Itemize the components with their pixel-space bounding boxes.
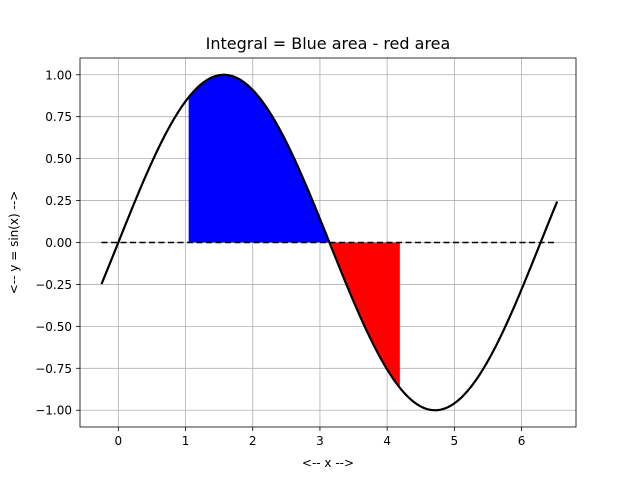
x-axis-label: <-- x --> xyxy=(302,456,354,470)
x-tick-label: 5 xyxy=(451,434,459,448)
y-tick-label: −0.25 xyxy=(35,278,72,292)
positive-area-fill xyxy=(188,74,330,243)
negative-area-fill xyxy=(329,242,400,388)
y-axis-label: <-- y = sin(x) --> xyxy=(7,191,21,295)
x-tick-label: 4 xyxy=(383,434,391,448)
chart-title: Integral = Blue area - red area xyxy=(206,34,451,53)
y-tick-label: 0.00 xyxy=(45,236,72,250)
x-tick-label: 3 xyxy=(316,434,324,448)
x-tick-label: 0 xyxy=(114,434,122,448)
y-tick-label: 0.25 xyxy=(45,194,72,208)
area-fills xyxy=(188,74,400,388)
y-tick-label: 1.00 xyxy=(45,68,72,82)
y-ticks: −1.00 −0.75 −0.50 −0.25 0.00 0.25 0.50 0.75 1.00 xyxy=(35,68,80,418)
y-tick-label: −0.50 xyxy=(35,320,72,334)
x-tick-label: 2 xyxy=(249,434,257,448)
series-lines xyxy=(100,73,559,412)
y-tick-label: −0.75 xyxy=(35,362,72,376)
x-tick-label: 6 xyxy=(518,434,526,448)
y-tick-label: 0.50 xyxy=(45,152,72,166)
x-ticks: 0 1 2 3 4 5 6 xyxy=(114,427,525,448)
y-tick-label: 0.75 xyxy=(45,110,72,124)
y-tick-label: −1.00 xyxy=(35,404,72,418)
sine-curve xyxy=(100,73,559,412)
x-tick-label: 1 xyxy=(182,434,190,448)
